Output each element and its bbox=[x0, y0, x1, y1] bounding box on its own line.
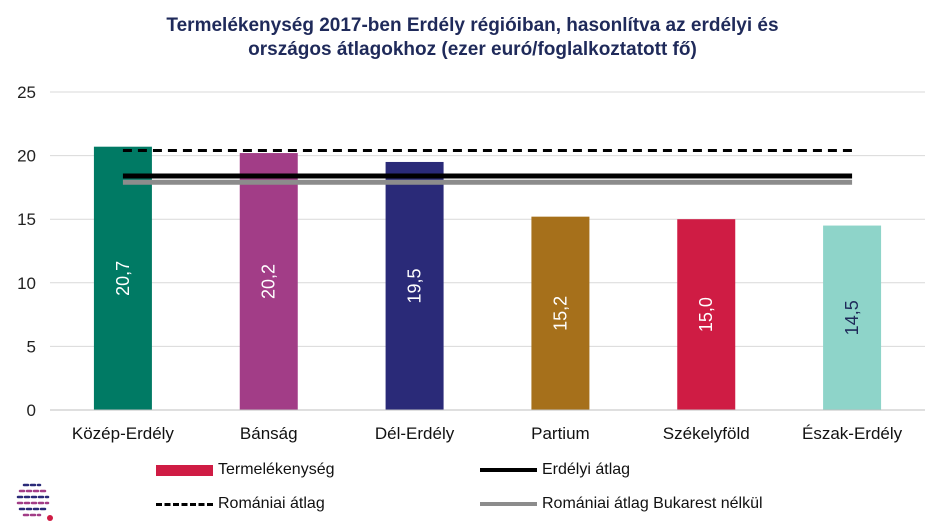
bar bbox=[385, 161, 444, 410]
chart-title: Termelékenység 2017-ben Erdély régióiban… bbox=[0, 14, 945, 62]
y-tick-label: 0 bbox=[27, 401, 36, 420]
chart-title-line-2: országos átlagokhoz (ezer euró/foglalkoz… bbox=[248, 39, 697, 60]
bar bbox=[93, 146, 152, 411]
y-tick-label: 15 bbox=[17, 210, 36, 229]
bar-value-label: 15,0 bbox=[696, 297, 716, 332]
logo-dot bbox=[47, 515, 53, 521]
bar bbox=[531, 216, 590, 410]
chart-title-line-1: Termelékenység 2017-ben Erdély régióiban… bbox=[166, 15, 779, 36]
y-tick-label: 10 bbox=[17, 274, 36, 293]
x-tick-label: Észak-Erdély bbox=[802, 424, 903, 443]
bar-value-label: 20,2 bbox=[259, 264, 279, 299]
x-tick-label: Közép-Erdély bbox=[72, 424, 175, 443]
x-tick-label: Bánság bbox=[240, 424, 298, 443]
bar bbox=[677, 219, 736, 410]
x-tick-label: Dél-Erdély bbox=[375, 424, 455, 443]
bar bbox=[239, 153, 298, 410]
bar-value-label: 19,5 bbox=[405, 268, 425, 303]
y-tick-label: 20 bbox=[17, 147, 36, 166]
x-tick-label: Székelyföld bbox=[663, 424, 750, 443]
bar bbox=[823, 225, 882, 410]
bar-value-label: 20,7 bbox=[113, 261, 133, 296]
y-tick-label: 5 bbox=[27, 337, 36, 356]
bar-value-label: 14,5 bbox=[842, 300, 862, 335]
bar-value-label: 15,2 bbox=[550, 296, 570, 331]
y-tick-label: 25 bbox=[17, 83, 36, 102]
logo-icon bbox=[16, 483, 53, 521]
x-tick-label: Partium bbox=[531, 424, 590, 443]
